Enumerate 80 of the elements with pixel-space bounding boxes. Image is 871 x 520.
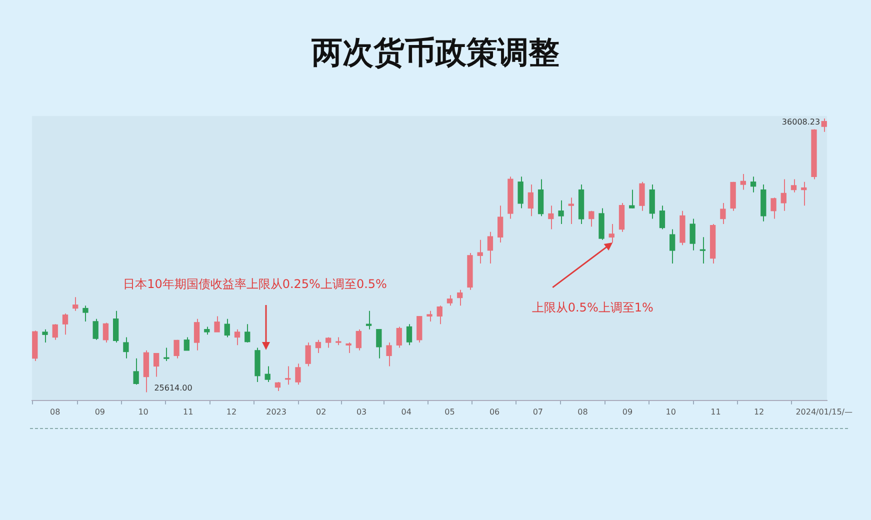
x-tick-label: 2024/01/15/— — [796, 407, 853, 416]
candlestick — [174, 339, 180, 359]
candlestick — [801, 181, 807, 206]
candlestick — [740, 173, 746, 190]
x-tick-label: 2023 — [266, 407, 286, 416]
candlestick — [750, 176, 756, 193]
candlestick — [588, 210, 594, 228]
x-tick-label: 10 — [138, 407, 148, 416]
candlestick — [548, 205, 554, 230]
candlestick — [477, 239, 483, 264]
candlestick — [295, 363, 301, 386]
candlestick — [164, 347, 170, 362]
candlestick — [72, 296, 78, 312]
candlestick — [659, 205, 666, 230]
x-tick-label: 10 — [666, 407, 676, 416]
candlestick — [457, 289, 463, 306]
x-tick-label: 07 — [532, 407, 544, 416]
x-tick-label: 09 — [94, 407, 106, 416]
candlestick — [487, 231, 494, 264]
candlestick — [102, 322, 109, 344]
candlestick — [720, 202, 726, 225]
candlestick — [244, 324, 250, 344]
candlestick — [42, 328, 48, 344]
candlestick — [52, 324, 58, 340]
candlestick — [498, 205, 504, 243]
candlestick — [264, 366, 270, 383]
x-tick-label: 09 — [622, 407, 633, 416]
x-tick-label: 02 — [316, 407, 326, 416]
candlestick — [558, 200, 564, 225]
x-tick-label: 03 — [356, 407, 367, 416]
candlestick — [82, 305, 88, 322]
candlestick — [315, 339, 322, 354]
candlestick — [821, 118, 827, 132]
candlestick — [62, 313, 68, 336]
x-tick-label: 11 — [710, 407, 721, 416]
candlestick — [770, 197, 776, 220]
candlestick — [446, 294, 453, 306]
x-tick-label: 08 — [50, 407, 60, 416]
annotation: 25614.00 — [154, 383, 192, 392]
candlestick — [92, 318, 98, 340]
x-tick-label: 06 — [489, 407, 500, 416]
candlestick — [629, 189, 635, 209]
annotation: 36008.23 — [782, 118, 820, 127]
candlestick — [608, 224, 614, 243]
candlestick — [670, 228, 676, 264]
candlestick — [234, 328, 240, 346]
candlestick — [690, 218, 696, 251]
candlestick — [123, 336, 129, 359]
candlestick — [153, 352, 160, 378]
candlestick — [356, 328, 362, 351]
candlestick — [528, 184, 534, 217]
candlestick — [376, 328, 382, 359]
candlestick — [780, 178, 786, 212]
chart-title: 两次货币政策调整 — [310, 34, 560, 73]
candlestick — [113, 310, 119, 344]
candlestick — [406, 324, 412, 346]
candlestick — [518, 176, 524, 209]
candlestick — [366, 310, 372, 330]
candlestick — [396, 326, 402, 348]
candlestick — [214, 316, 220, 332]
annotation: 上限从0.5%上调至1% — [532, 300, 654, 315]
candlestick — [436, 305, 442, 325]
candlestick — [133, 358, 139, 386]
candlestick — [639, 181, 645, 212]
candlestick — [346, 342, 352, 354]
candlestick — [194, 318, 200, 351]
x-tick-label: 12 — [754, 407, 764, 416]
x-tick-label: 12 — [226, 407, 237, 416]
annotation: 日本10年期国债收益率上限从0.25%上调至0.5% — [123, 277, 387, 292]
candlestick — [426, 310, 432, 322]
x-tick-label: 04 — [401, 407, 412, 416]
candlestick — [305, 342, 311, 367]
candlestick — [568, 197, 574, 225]
candlestick — [790, 178, 797, 193]
x-tick-label: 05 — [444, 407, 455, 416]
candlestick — [386, 342, 392, 367]
candlestick — [184, 336, 190, 351]
candlestick — [224, 318, 230, 338]
x-tick-label: 11 — [183, 407, 194, 416]
x-tick-label: 08 — [578, 407, 588, 416]
